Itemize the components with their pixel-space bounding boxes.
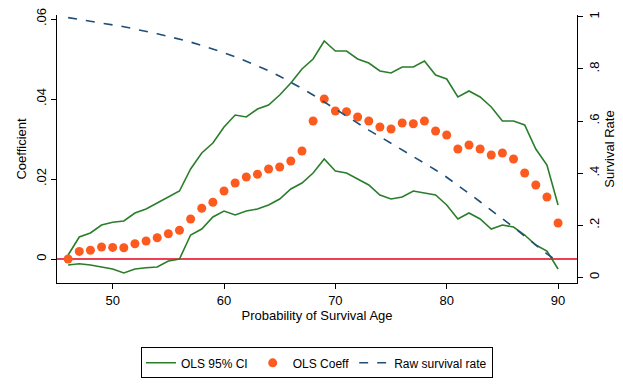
svg-text:.02: .02	[34, 168, 49, 186]
svg-text:.8: .8	[587, 62, 602, 73]
svg-text:Raw survival rate: Raw survival rate	[394, 357, 486, 371]
svg-text:1: 1	[587, 11, 602, 18]
svg-text:Coefficient: Coefficient	[14, 118, 29, 180]
svg-text:.06: .06	[34, 8, 49, 26]
svg-text:.4: .4	[587, 166, 602, 177]
svg-text:OLS 95% CI: OLS 95% CI	[181, 357, 248, 371]
svg-text:.6: .6	[587, 114, 602, 125]
svg-text:Probability of Survival Age: Probability of Survival Age	[241, 308, 392, 323]
svg-text:0: 0	[587, 272, 602, 279]
svg-text:70: 70	[328, 293, 342, 308]
svg-text:.04: .04	[34, 88, 49, 106]
svg-text:0: 0	[34, 253, 49, 260]
svg-text:50: 50	[105, 293, 119, 308]
svg-text:OLS Coeff: OLS Coeff	[293, 357, 349, 371]
svg-text:90: 90	[551, 293, 565, 308]
svg-text:Survival Rate: Survival Rate	[602, 110, 617, 187]
svg-text:.2: .2	[587, 218, 602, 229]
svg-text:60: 60	[217, 293, 231, 308]
svg-text:80: 80	[439, 293, 453, 308]
